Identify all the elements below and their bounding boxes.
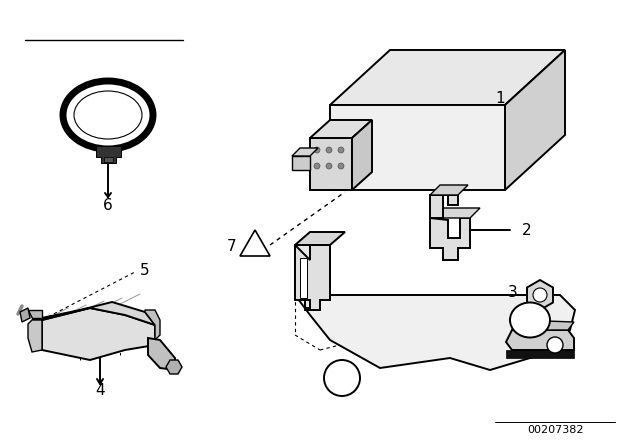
Polygon shape (28, 310, 42, 318)
Circle shape (324, 360, 360, 396)
Text: 2: 2 (522, 223, 532, 237)
Polygon shape (28, 320, 42, 352)
Polygon shape (310, 138, 352, 190)
Polygon shape (430, 195, 458, 218)
Text: 4: 4 (95, 383, 105, 397)
Polygon shape (292, 156, 310, 170)
Circle shape (314, 163, 320, 169)
Polygon shape (166, 360, 182, 374)
Polygon shape (295, 245, 330, 310)
Ellipse shape (63, 81, 153, 149)
Polygon shape (104, 157, 113, 162)
Circle shape (547, 337, 563, 353)
Polygon shape (20, 308, 30, 322)
Polygon shape (527, 280, 553, 310)
Text: 3: 3 (337, 371, 347, 385)
Polygon shape (505, 50, 565, 190)
Polygon shape (506, 350, 574, 358)
Circle shape (338, 147, 344, 153)
Polygon shape (330, 105, 505, 190)
Polygon shape (96, 146, 121, 163)
Circle shape (338, 163, 344, 169)
Polygon shape (330, 50, 565, 105)
Circle shape (533, 288, 547, 302)
Polygon shape (240, 230, 270, 256)
Polygon shape (42, 308, 155, 360)
Text: 3: 3 (508, 284, 518, 300)
Polygon shape (506, 330, 574, 350)
Circle shape (326, 147, 332, 153)
Circle shape (326, 163, 332, 169)
Text: !: ! (253, 242, 257, 252)
Polygon shape (145, 310, 160, 340)
Polygon shape (512, 320, 574, 330)
Text: 1: 1 (495, 90, 504, 105)
Polygon shape (430, 185, 468, 195)
Polygon shape (295, 232, 345, 245)
Polygon shape (352, 120, 372, 190)
Polygon shape (430, 218, 470, 260)
Polygon shape (430, 208, 480, 218)
Text: 7: 7 (227, 238, 237, 254)
Ellipse shape (510, 302, 550, 337)
Polygon shape (32, 302, 155, 325)
Text: 5: 5 (140, 263, 150, 277)
Polygon shape (295, 245, 330, 310)
Circle shape (314, 147, 320, 153)
Text: 00207382: 00207382 (527, 425, 583, 435)
Ellipse shape (74, 91, 142, 139)
Polygon shape (295, 295, 575, 370)
Text: 6: 6 (103, 198, 113, 212)
Polygon shape (310, 120, 372, 138)
Polygon shape (292, 148, 318, 156)
Polygon shape (300, 258, 307, 298)
Polygon shape (148, 338, 175, 370)
